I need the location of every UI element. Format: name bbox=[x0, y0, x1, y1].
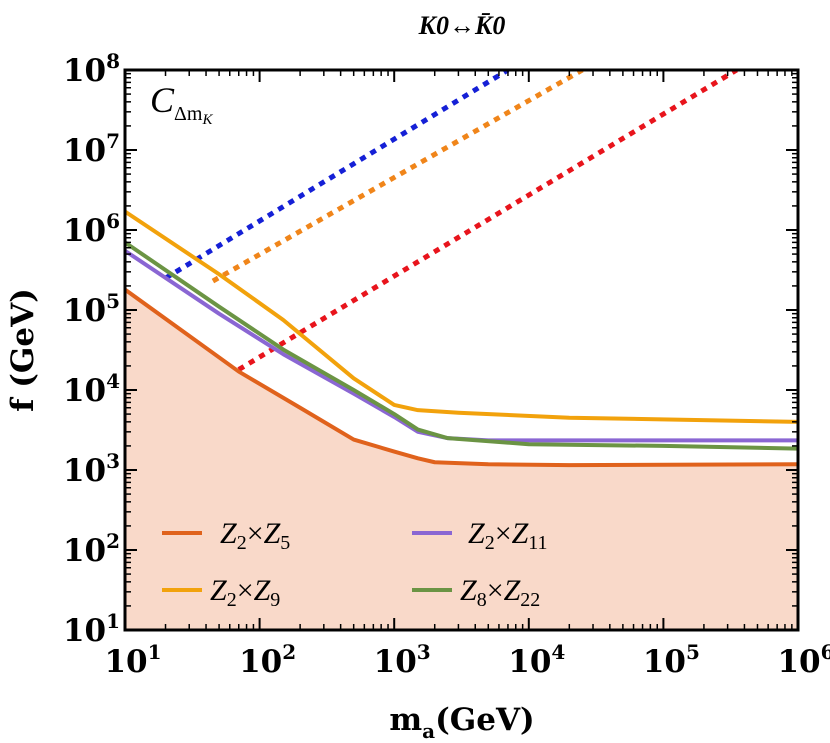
plot-inner bbox=[125, 70, 798, 630]
y-tick-label-4: 104 bbox=[63, 369, 120, 409]
x-tick-label-2: 102 bbox=[239, 640, 296, 680]
x-axis-label-main: m bbox=[389, 702, 422, 738]
y-axis-label: f (GeV) bbox=[5, 288, 41, 412]
chart-title: K0↔K̄0 bbox=[418, 11, 506, 40]
plot-area: 101 102 103 104 105 106 101 102 103 104 105 106 107 1… bbox=[63, 49, 830, 680]
plot-frame bbox=[123, 68, 800, 632]
y-tick-label-8: 108 bbox=[63, 49, 120, 89]
y-tick-label-6: 106 bbox=[63, 209, 120, 249]
series-line-Z8xZ22 bbox=[125, 240, 798, 451]
x-tick-label-1: 101 bbox=[104, 640, 161, 680]
series-line-Z2xZ11 bbox=[125, 249, 798, 443]
legend-label-Z2xZ9: Z2×Z9 bbox=[210, 574, 280, 611]
dotted-line-2 bbox=[211, 70, 584, 284]
x-tick-label-3: 103 bbox=[374, 640, 431, 680]
x-tick-label-6: 106 bbox=[777, 640, 830, 680]
series-line-Z2xZ9 bbox=[125, 209, 798, 424]
dotted-line-1 bbox=[164, 70, 510, 281]
y-tick-label-3: 103 bbox=[63, 449, 120, 489]
x-axis-label-unit: (GeV) bbox=[435, 702, 535, 738]
legend-label-Z2xZ5: Z2×Z5 bbox=[220, 517, 290, 554]
legend-label-Z8xZ22: Z8×Z22 bbox=[460, 574, 540, 611]
legend-label-Z2xZ11: Z2×Z11 bbox=[468, 517, 548, 554]
y-tick-label-1: 101 bbox=[63, 609, 120, 649]
series-line-Z2xZ5 bbox=[125, 287, 798, 468]
x-tick-label-5: 105 bbox=[643, 640, 700, 680]
y-tick-label-5: 105 bbox=[63, 289, 120, 329]
x-axis-label: ma(GeV) bbox=[389, 702, 534, 743]
y-tick-label-7: 107 bbox=[63, 129, 120, 169]
excluded-region bbox=[125, 289, 798, 630]
legend: Z2×Z5 Z2×Z9 Z2×Z11 Z8×Z22 bbox=[162, 517, 548, 611]
dotted-line-3 bbox=[237, 70, 738, 372]
x-tick-label-4: 104 bbox=[508, 640, 565, 680]
x-axis-label-sub: a bbox=[422, 719, 435, 743]
panel-label: CΔmK bbox=[150, 80, 213, 128]
y-tick-label-2: 102 bbox=[63, 529, 120, 569]
